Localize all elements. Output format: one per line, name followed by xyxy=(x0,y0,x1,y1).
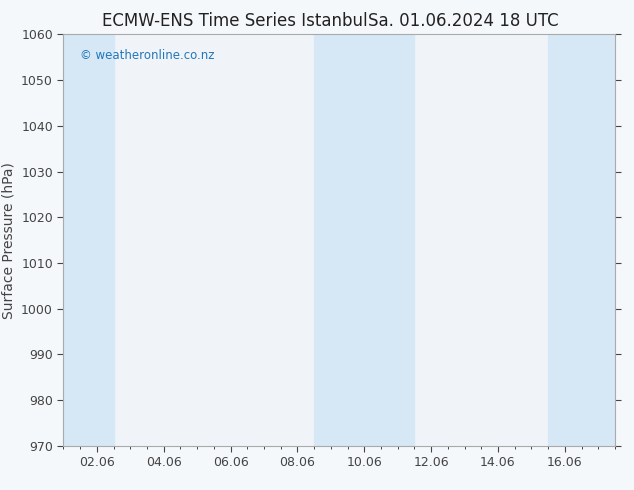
Bar xyxy=(381,34,415,446)
Bar xyxy=(314,34,381,446)
Text: © weatheronline.co.nz: © weatheronline.co.nz xyxy=(80,49,214,62)
Bar xyxy=(63,34,113,446)
Y-axis label: Surface Pressure (hPa): Surface Pressure (hPa) xyxy=(1,162,16,318)
Text: Sa. 01.06.2024 18 UTC: Sa. 01.06.2024 18 UTC xyxy=(368,12,558,30)
Bar xyxy=(548,34,615,446)
Text: ECMW-ENS Time Series Istanbul: ECMW-ENS Time Series Istanbul xyxy=(102,12,367,30)
